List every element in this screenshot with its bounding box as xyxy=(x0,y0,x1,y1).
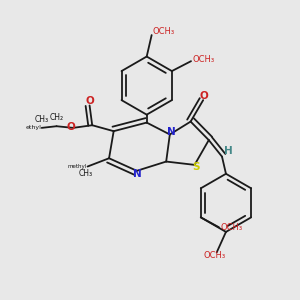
Text: OCH₃: OCH₃ xyxy=(204,251,226,260)
Text: CH₃: CH₃ xyxy=(34,115,49,124)
Text: ethyl: ethyl xyxy=(25,125,41,130)
Text: OCH₃: OCH₃ xyxy=(152,27,174,36)
Text: N: N xyxy=(167,127,176,137)
Text: N: N xyxy=(133,169,142,179)
Text: S: S xyxy=(193,162,200,172)
Text: O: O xyxy=(66,122,75,132)
Text: OCH₃: OCH₃ xyxy=(193,55,215,64)
Text: OCH₃: OCH₃ xyxy=(220,223,243,232)
Text: H: H xyxy=(224,146,233,156)
Text: O: O xyxy=(85,96,94,106)
Text: O: O xyxy=(200,91,208,101)
Text: CH₂: CH₂ xyxy=(50,113,64,122)
Text: CH₃: CH₃ xyxy=(79,169,93,178)
Text: methyl: methyl xyxy=(67,164,86,169)
